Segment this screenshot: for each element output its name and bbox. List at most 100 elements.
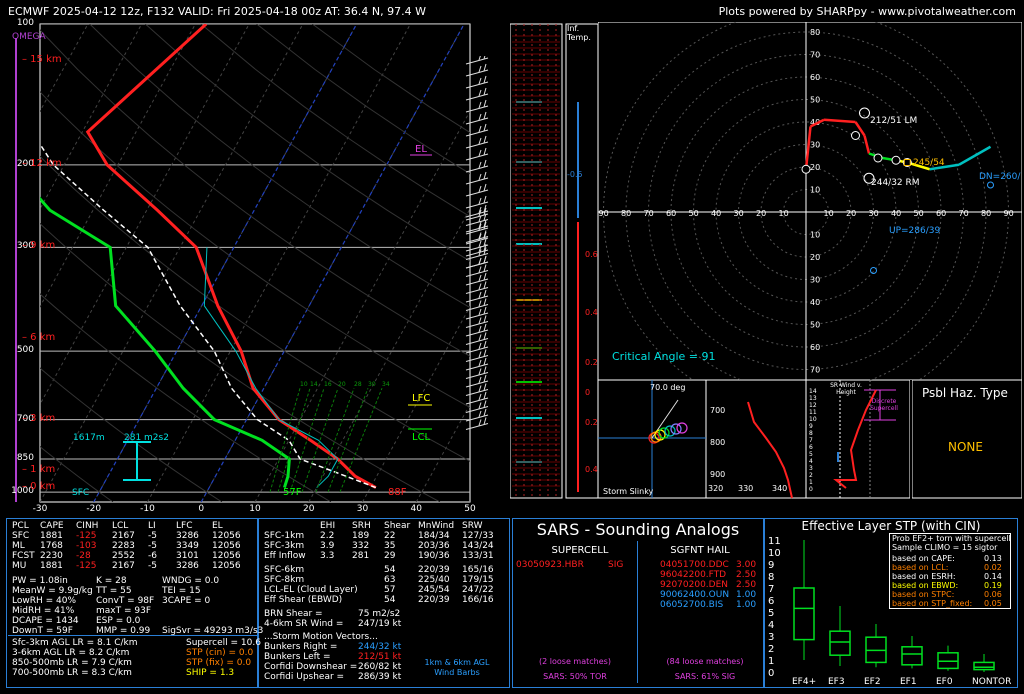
srw-htick: 6 <box>809 444 813 451</box>
wind-barb <box>465 171 489 185</box>
mixing-tick: 14 <box>310 381 318 388</box>
barb-flag <box>478 291 482 299</box>
stp-ytick: 3 <box>768 632 774 643</box>
wind-barb <box>465 264 489 277</box>
table-cell: 12056 <box>212 551 241 561</box>
parcel-trace <box>40 142 377 489</box>
table-cell: -28 <box>76 551 91 561</box>
motion-row: Bunkers Right = 244/32 kt <box>264 642 402 652</box>
barb-flag <box>478 221 482 229</box>
table-cell: SFC-8km <box>264 575 305 585</box>
psbl-value: NONE <box>948 440 983 454</box>
barb-flag <box>478 232 482 239</box>
barb-staff <box>465 287 489 294</box>
srw-htick: 2 <box>809 472 813 479</box>
table-cell <box>352 585 384 595</box>
barb-flag <box>483 123 487 132</box>
hodo-ytick: 20 <box>810 163 820 172</box>
stp-based-row: based on EBWD: 0.19 <box>892 581 1002 590</box>
barb-flag <box>478 206 482 214</box>
table-cell: 247/22 <box>462 585 494 595</box>
barb-flag <box>478 249 482 256</box>
srw46-value: 247/19 kt <box>358 619 402 629</box>
hodo-ytick: 30 <box>810 276 820 285</box>
mixing-line <box>289 388 325 493</box>
barb-flag <box>478 283 482 290</box>
stp-based-row: based on CAPE: 0.13 <box>892 554 1002 563</box>
hodo-xtick: 80 <box>981 209 991 218</box>
barb-flag <box>483 400 487 408</box>
omega-val-3: 0.2 <box>585 358 598 367</box>
hodograph-panel: 90 80 70 60 50 40 30 20 10 10 20 30 40 50 60 70 80 90 10 10… <box>598 22 1022 380</box>
hodo-ytick: 70 <box>810 51 820 60</box>
mixing-line <box>269 388 301 493</box>
hodo-km-marker <box>851 131 860 140</box>
wind-barb <box>465 87 489 101</box>
barb-staff <box>465 117 489 125</box>
hodo-xtick: 80 <box>621 209 631 218</box>
t-tick--10: -10 <box>140 504 155 514</box>
table-cell <box>320 575 352 585</box>
stp-xtick: EF4+ <box>792 677 816 686</box>
table-cell: MnWind <box>418 521 455 531</box>
stp-xtick: EF1 <box>900 677 917 686</box>
hodo-ytick: 70 <box>810 366 820 375</box>
barb-staff <box>465 253 489 260</box>
omega-val-5: 0.2 <box>585 418 598 427</box>
hodo-segment <box>804 126 812 170</box>
stp-based-row: based on ESRH: 0.14 <box>892 572 1002 581</box>
table-cell: 1881 <box>40 531 63 541</box>
thermo-col1: PW = 1.08in MeanW = 9.9g/kg LowRH = 40% … <box>12 576 93 636</box>
wind-barb <box>465 183 489 197</box>
height-label: – 0 km <box>22 480 56 492</box>
wind-barb <box>465 195 489 209</box>
barb-staff <box>465 93 489 101</box>
lcl-label: LCL <box>412 432 431 443</box>
barb-flag <box>478 308 482 316</box>
thetae-t-340: 340 <box>772 484 788 493</box>
barb-flag <box>478 197 482 205</box>
stp-prob-title: Prob EF2+ torn with supercell <box>892 534 1011 543</box>
thetae-t-330: 330 <box>738 484 754 493</box>
hodo-xtick: 50 <box>689 209 699 218</box>
hodo-xtick: 70 <box>644 209 654 218</box>
omega-frame <box>510 23 563 499</box>
wind-barbs-column <box>465 56 489 430</box>
hodo-xtick: 40 <box>711 209 721 218</box>
composite-item: SHIP = 1.3 <box>186 668 235 678</box>
hodo-ytick: 80 <box>810 28 820 37</box>
hodo-ytick: 50 <box>810 96 820 105</box>
sars-hail-row: 06052700.BIS 1.00 <box>660 600 757 610</box>
hodo-ytick: 50 <box>810 321 820 330</box>
isotherm <box>362 305 470 502</box>
wind-barb <box>465 357 489 371</box>
table-cell: 3.3 <box>320 551 335 561</box>
table-cell: CAPE <box>40 521 64 531</box>
barb-staff <box>465 346 489 354</box>
hodo-segment <box>863 135 871 154</box>
isotherm <box>40 24 304 502</box>
rm-label: 244/32 RM <box>871 178 920 188</box>
p-tick-200: 200 <box>16 158 34 169</box>
brn-value: 75 m2/s2 <box>358 609 401 619</box>
barb-staff <box>465 329 489 337</box>
hodo-km-marker <box>873 153 883 163</box>
omega-val-4: 0 <box>585 388 591 397</box>
barb-flag <box>483 289 487 298</box>
barb-flag <box>478 410 482 418</box>
barb-flag <box>483 391 487 400</box>
mixing-tick: 34 <box>382 381 390 388</box>
table-cell: 220/39 <box>418 565 450 575</box>
table-cell: 2.2 <box>320 531 335 541</box>
stp-ytick: 6 <box>768 596 774 607</box>
table-cell: 1768 <box>40 541 63 551</box>
barb-staff <box>465 236 489 243</box>
table-cell: 332 <box>352 541 370 551</box>
isotherm <box>0 24 34 502</box>
barb-flag <box>483 383 487 391</box>
barb-flag <box>483 219 487 228</box>
isotherm <box>200 24 465 502</box>
wind-barb <box>465 289 489 303</box>
barb-flag <box>478 125 482 133</box>
